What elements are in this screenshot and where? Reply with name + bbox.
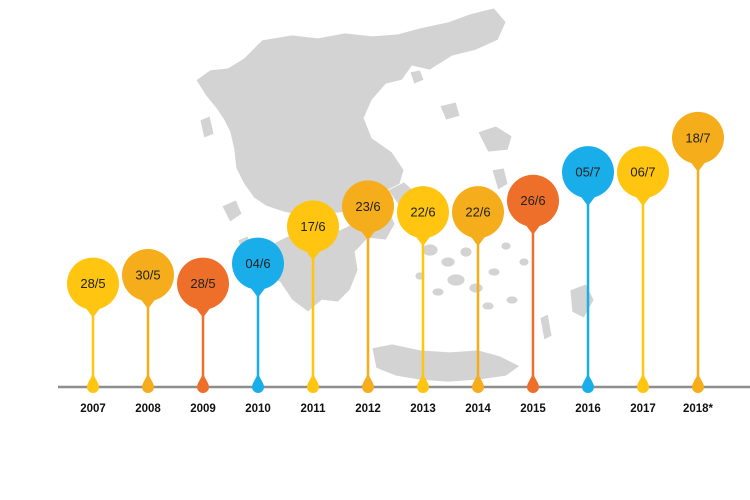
pin-base-marker (87, 373, 99, 393)
pin-date-label: 28/5 (190, 276, 215, 291)
pin-head (67, 257, 119, 310)
pin-date-label: 30/5 (135, 268, 160, 283)
pin-head (122, 249, 174, 301)
year-label: 2007 (80, 403, 106, 415)
pin-head (232, 237, 284, 290)
map-limnos (439, 101, 461, 121)
pin-base-marker (582, 373, 594, 393)
pin-head (287, 200, 339, 253)
pin-head (507, 174, 559, 227)
pin-head (342, 180, 394, 233)
pin-head (617, 146, 669, 199)
year-label: 2008 (135, 403, 161, 415)
pin-date-label: 26/6 (520, 193, 545, 208)
map-rhodes (569, 283, 595, 319)
year-label: 2015 (520, 403, 546, 415)
year-label: 2010 (245, 403, 271, 415)
pin-date-label: 04/6 (245, 256, 270, 271)
pin-base-marker (417, 373, 429, 393)
map-lesvos (477, 125, 513, 153)
pin-base-marker (637, 373, 649, 393)
year-label: 2012 (355, 403, 381, 415)
pin-head (397, 186, 449, 239)
pin-date-label: 06/7 (630, 165, 655, 180)
pin-base-marker (472, 373, 484, 393)
year-label: 2011 (301, 403, 327, 415)
year-label: 2017 (630, 403, 656, 415)
year-label: 2014 (465, 403, 491, 415)
pin-head (672, 111, 724, 164)
map-karpathos (539, 313, 553, 341)
pin-base-marker (692, 373, 704, 393)
pin-date-label: 05/7 (575, 165, 600, 180)
pin-date-label: 22/6 (410, 205, 435, 220)
map-thasos (409, 69, 425, 85)
map-mainland (195, 7, 507, 313)
pin-date-label: 22/6 (465, 205, 490, 220)
pin-base-marker (142, 373, 154, 393)
pin-base-marker (527, 373, 539, 393)
pin-date-label: 18/7 (685, 130, 710, 145)
pin-base-marker (252, 373, 264, 393)
timeline-marks: 28/5 2007 30/5 2008 28/5 2009 04/6 2010 17/6 2011… (58, 111, 750, 415)
year-label: 2018* (683, 403, 714, 415)
year-label: 2013 (410, 403, 436, 415)
map-corfu (199, 115, 215, 139)
map-kefalonia (221, 199, 243, 223)
pin-head (562, 146, 614, 199)
map-chios (491, 167, 509, 191)
year-label: 2009 (190, 403, 216, 415)
pin-date-label: 23/6 (355, 199, 380, 214)
pin-date-label: 17/6 (300, 219, 325, 234)
pin-base-marker (307, 373, 319, 393)
map-cyclades (414, 241, 530, 311)
map-crete (371, 343, 521, 383)
pin-base-marker (362, 373, 374, 393)
pin-date-label: 28/5 (80, 276, 105, 291)
pin-head (452, 186, 504, 239)
pin-head (177, 257, 229, 310)
pin-base-marker (197, 373, 209, 393)
year-label: 2016 (575, 403, 601, 415)
